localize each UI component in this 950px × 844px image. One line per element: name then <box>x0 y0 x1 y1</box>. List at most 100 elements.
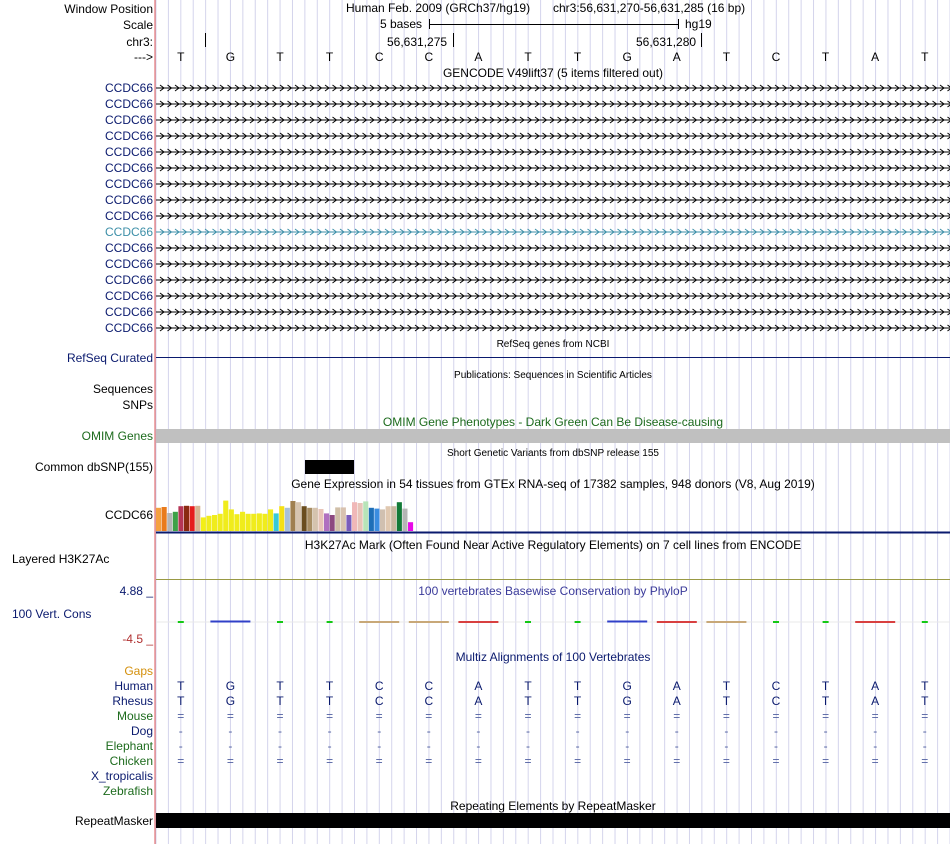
scale-text: 5 bases <box>380 17 423 31</box>
alignment-base: C <box>374 679 384 693</box>
alignment-base: = <box>921 709 929 723</box>
gtex-tissue-bar <box>200 517 206 531</box>
gtex-tissue-bar <box>324 513 330 531</box>
gaps-label[interactable]: Gaps <box>124 664 153 678</box>
gencode-item-label[interactable]: CCDC66 <box>104 305 153 319</box>
gencode-transcript[interactable] <box>156 98 950 110</box>
species-label[interactable]: X_tropicalis <box>90 769 153 783</box>
gencode-transcript[interactable] <box>156 274 950 286</box>
gencode-transcript[interactable] <box>156 258 950 270</box>
coord-1: 56,631,275 <box>387 35 448 49</box>
gencode-item-label[interactable]: CCDC66 <box>104 321 153 335</box>
omim-bar[interactable] <box>156 429 950 443</box>
dbsnp-variant[interactable] <box>305 460 354 474</box>
species-label[interactable]: Zebrafish <box>102 784 153 798</box>
strand-arrows-icon <box>159 260 950 268</box>
gencode-item-label[interactable]: CCDC66 <box>104 145 153 159</box>
alignment-base: = <box>474 709 482 723</box>
snps-label[interactable]: SNPs <box>122 398 153 412</box>
gencode-item-label[interactable]: CCDC66 <box>104 177 153 191</box>
gencode-transcript[interactable] <box>156 114 950 126</box>
alignment-base: - <box>823 739 828 753</box>
species-label[interactable]: Rhesus <box>112 694 153 708</box>
phylop-label[interactable]: 100 Vert. Cons <box>12 607 92 621</box>
sequence-base: C <box>771 50 781 64</box>
species-label[interactable]: Chicken <box>109 754 153 768</box>
alignment-base: - <box>625 739 630 753</box>
ruler-tick <box>701 33 702 47</box>
multiz-title: Multiz Alignments of 100 Vertebrates <box>455 650 651 664</box>
dbsnp-label[interactable]: Common dbSNP(155) <box>34 460 153 474</box>
sequence-base: C <box>374 50 384 64</box>
sequences-label[interactable]: Sequences <box>92 382 153 396</box>
gencode-item-label[interactable]: CCDC66 <box>104 81 153 95</box>
gencode-transcript[interactable] <box>156 82 950 94</box>
gencode-item-label[interactable]: CCDC66 <box>104 113 153 127</box>
alignment-base: T <box>722 679 731 693</box>
gencode-transcript[interactable] <box>156 178 950 190</box>
phylop-plot[interactable] <box>0 612 950 632</box>
refseq-label[interactable]: RefSeq Curated <box>66 351 153 365</box>
alignment-base: - <box>426 724 431 738</box>
strand-arrows-icon <box>159 100 950 108</box>
species-label[interactable]: Human <box>114 679 153 693</box>
gtex-tissue-bar <box>167 513 173 531</box>
gtex-tissue-bar <box>340 507 346 531</box>
strand-arrows-icon <box>159 196 950 204</box>
gencode-transcript[interactable] <box>156 290 950 302</box>
phylop-score-mark <box>458 621 499 623</box>
gencode-item-label[interactable]: CCDC66 <box>104 129 153 143</box>
alignment-base: A <box>672 679 681 693</box>
alignment-base: C <box>374 694 384 708</box>
rmsk-label[interactable]: RepeatMasker <box>74 814 153 828</box>
assembly-label: Human Feb. 2009 (GRCh37/hg19) <box>346 1 531 15</box>
alignment-base: = <box>425 754 433 768</box>
gencode-item-label[interactable]: CCDC66 <box>104 161 153 175</box>
gencode-transcript[interactable] <box>156 242 950 254</box>
omim-label[interactable]: OMIM Genes <box>81 429 153 443</box>
alignment-base: - <box>426 739 431 753</box>
gencode-transcript[interactable] <box>156 306 950 318</box>
gencode-item-label[interactable]: CCDC66 <box>104 193 153 207</box>
species-label[interactable]: Mouse <box>116 709 153 723</box>
refseq-gene-line[interactable] <box>156 357 950 358</box>
gencode-title[interactable]: GENCODE V49lift37 (5 items filtered out) <box>442 66 664 80</box>
gtex-bar-chart[interactable] <box>0 490 950 535</box>
gencode-item-label[interactable]: CCDC66 <box>104 273 153 287</box>
phylop-score-mark <box>177 621 184 623</box>
strand-arrows-icon <box>159 212 950 220</box>
gtex-title: Gene Expression in 54 tissues from GTEx … <box>291 477 815 491</box>
alignment-base: = <box>326 754 334 768</box>
rmsk-bar[interactable] <box>156 813 950 828</box>
species-label[interactable]: Dog <box>130 724 153 738</box>
alignment-base: T <box>573 694 582 708</box>
alignment-base: = <box>673 754 681 768</box>
gencode-item-label[interactable]: CCDC66 <box>104 97 153 111</box>
gencode-item-label[interactable]: CCDC66 <box>104 289 153 303</box>
alignment-base: = <box>574 709 582 723</box>
alignment-base: - <box>575 724 580 738</box>
alignment-base: T <box>573 679 582 693</box>
gencode-item-label[interactable]: CCDC66 <box>104 241 153 255</box>
gtex-label[interactable]: CCDC66 <box>104 508 153 522</box>
gencode-item-label[interactable]: CCDC66 <box>104 209 153 223</box>
gencode-item-label[interactable]: CCDC66 <box>104 257 153 271</box>
phylop-score-mark <box>706 621 747 623</box>
strand-arrows-icon <box>159 132 950 140</box>
gencode-transcript[interactable] <box>156 162 950 174</box>
gencode-item-label[interactable]: CCDC66 <box>104 225 153 239</box>
species-label[interactable]: Elephant <box>105 739 153 753</box>
rmsk-title: Repeating Elements by RepeatMasker <box>450 799 656 813</box>
gencode-transcript[interactable] <box>156 322 950 334</box>
alignment-base: C <box>424 679 434 693</box>
gencode-transcript[interactable] <box>156 210 950 222</box>
sequence-base: A <box>871 50 880 64</box>
gencode-transcript[interactable] <box>156 130 950 142</box>
gencode-transcript[interactable] <box>156 146 950 158</box>
alignment-base: - <box>873 724 878 738</box>
h3k27-label[interactable]: Layered H3K27Ac <box>12 552 110 566</box>
gencode-transcript[interactable] <box>156 226 950 238</box>
alignment-base: = <box>375 754 383 768</box>
gencode-transcript[interactable] <box>156 194 950 206</box>
